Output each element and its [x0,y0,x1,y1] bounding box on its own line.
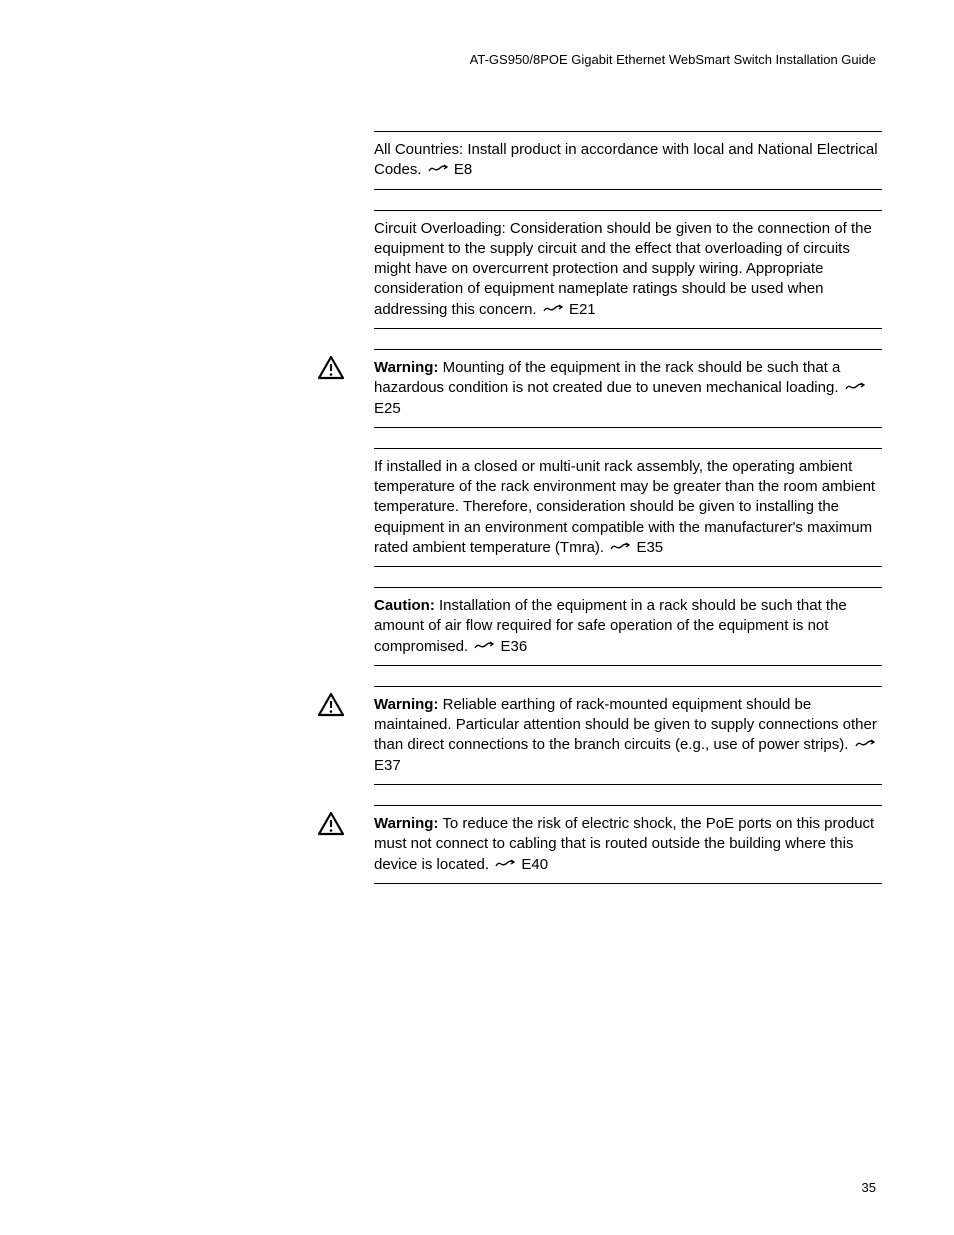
running-header: AT-GS950/8POE Gigabit Ethernet WebSmart … [78,52,876,67]
notice-block: Circuit Overloading: Consideration shoul… [374,210,882,329]
reference-icon [543,300,563,320]
warning-block: Warning: Mounting of the equipment in th… [374,349,882,428]
body-text: To reduce the risk of electric shock, th… [374,815,874,873]
body-text: Installation of the equipment in a rack … [374,597,847,655]
reference-code: E37 [374,757,401,774]
caution-label: Caution: [374,597,435,614]
notice-text: Caution: Installation of the equipment i… [374,596,882,657]
body-text: Reliable earthing of rack-mounted equipm… [374,696,877,754]
reference-icon [610,538,630,558]
notice-block: All Countries: Install product in accord… [374,131,882,190]
warning-label: Warning: [374,359,438,376]
notice-text: Warning: To reduce the risk of electric … [374,814,882,875]
warning-label: Warning: [374,815,438,832]
running-title-text: AT-GS950/8POE Gigabit Ethernet WebSmart … [470,52,876,67]
warning-block: Warning: Reliable earthing of rack-mount… [374,686,882,785]
notice-text: All Countries: Install product in accord… [374,140,882,181]
content-column: All Countries: Install product in accord… [374,131,882,884]
warning-block: Warning: To reduce the risk of electric … [374,805,882,884]
caution-block: Caution: Installation of the equipment i… [374,587,882,666]
reference-icon [428,160,448,180]
reference-code: E8 [454,161,472,178]
reference-code: E35 [636,539,663,556]
body-text: Circuit Overloading: Consideration shoul… [374,220,872,318]
notice-text: Warning: Reliable earthing of rack-mount… [374,695,882,776]
reference-icon [495,855,515,875]
page: AT-GS950/8POE Gigabit Ethernet WebSmart … [0,0,954,1235]
reference-icon [855,735,875,755]
warning-icon [318,693,346,721]
reference-code: E21 [569,301,596,318]
notice-text: Circuit Overloading: Consideration shoul… [374,219,882,320]
reference-icon [474,637,494,657]
warning-icon [318,356,346,384]
body-text: All Countries: Install product in accord… [374,141,878,178]
body-text: Mounting of the equipment in the rack sh… [374,359,843,396]
warning-icon [318,812,346,840]
reference-code: E25 [374,400,401,417]
notice-text: Warning: Mounting of the equipment in th… [374,358,882,419]
warning-label: Warning: [374,696,438,713]
page-number-text: 35 [862,1180,876,1195]
notice-block: If installed in a closed or multi-unit r… [374,448,882,567]
notice-text: If installed in a closed or multi-unit r… [374,457,882,558]
reference-icon [845,378,865,398]
page-number: 35 [862,1180,876,1195]
reference-code: E40 [521,856,548,873]
reference-code: E36 [501,638,528,655]
